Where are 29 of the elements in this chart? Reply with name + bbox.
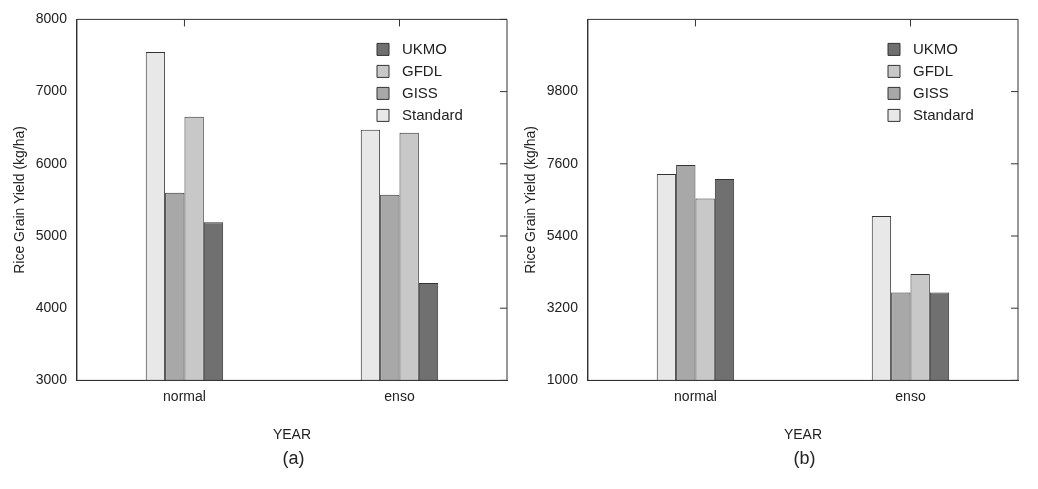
y-tick-label: 7600: [546, 154, 579, 171]
x-tick-label: normal: [674, 387, 717, 404]
y-tick-label: 3000: [35, 371, 68, 388]
x-axis-title: YEAR: [783, 426, 823, 443]
x-tick-label: normal: [163, 387, 206, 404]
y-tick-label: 1000: [546, 371, 579, 388]
x-tick-label: enso: [895, 387, 926, 404]
x-tick-label: enso: [384, 387, 415, 404]
y-tick-label: 4000: [35, 299, 68, 316]
y-axis-title: Rice Grain Yield (kg/ha): [522, 125, 539, 274]
legend-label: GFDL: [913, 61, 954, 79]
y-tick-label: 8000: [35, 10, 68, 27]
y-axis-title: Rice Grain Yield (kg/ha): [11, 125, 28, 274]
legend-label: GISS: [913, 83, 949, 101]
legend-label: Standard: [402, 105, 463, 123]
y-tick-label: 6000: [35, 154, 68, 171]
x-axis-title: YEAR: [272, 426, 312, 443]
legend-label: Standard: [913, 105, 974, 123]
legend-label: UKMO: [913, 39, 958, 57]
legend-label: UKMO: [402, 39, 447, 57]
y-tick-label: 5400: [546, 226, 579, 243]
y-tick-label: 5000: [35, 226, 68, 243]
y-tick-label: 3200: [546, 299, 579, 316]
y-tick-label: 9800: [546, 82, 579, 99]
text: (a): [281, 448, 306, 469]
y-tick-label: 7000: [35, 82, 68, 99]
legend-label: GFDL: [402, 61, 443, 79]
legend-label: GISS: [402, 83, 438, 101]
text: (b): [792, 448, 817, 469]
